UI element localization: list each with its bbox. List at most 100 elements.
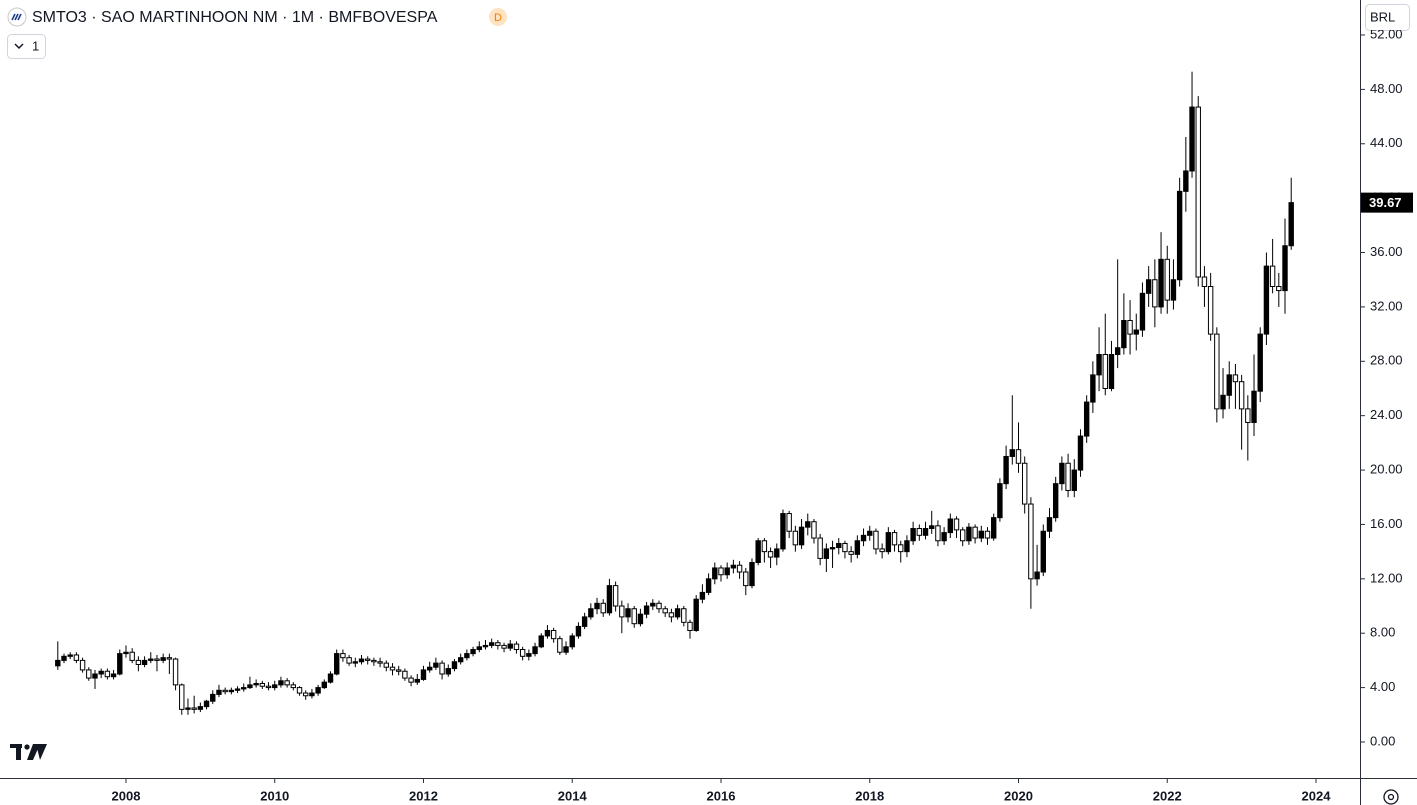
candle-body	[960, 529, 966, 542]
candle-body	[135, 659, 142, 665]
candle-body	[1288, 202, 1294, 247]
candle-body	[736, 564, 743, 573]
candle-body	[464, 653, 470, 659]
y-tick-label: 48.00	[1370, 81, 1403, 96]
candle-body	[253, 683, 259, 686]
candle-body	[693, 598, 699, 631]
candle-body	[836, 542, 842, 549]
x-tick-label: 2016	[707, 788, 736, 803]
candle-body	[389, 666, 396, 671]
candle-body	[67, 654, 73, 657]
candle-body	[98, 670, 104, 675]
candle-body	[674, 608, 681, 618]
candle-body	[327, 673, 334, 683]
candle-body	[656, 602, 662, 610]
x-tick-label: 2012	[409, 788, 438, 803]
y-tick-label: 16.00	[1370, 516, 1403, 531]
candle-body	[755, 540, 761, 564]
candle-body	[241, 687, 247, 690]
y-tick-label: 24.00	[1370, 407, 1403, 422]
interval-menu[interactable]	[7, 34, 46, 59]
candle-body	[501, 644, 507, 649]
candle-body	[1226, 374, 1232, 396]
candle-body	[123, 651, 129, 655]
candle-body	[495, 642, 501, 646]
candle-body	[247, 684, 253, 689]
x-tick-label: 2022	[1153, 788, 1182, 803]
candle-body	[650, 602, 656, 607]
candle-body	[606, 585, 613, 614]
candle-body	[191, 707, 197, 710]
candle-body	[829, 547, 836, 550]
candle-body	[1176, 190, 1183, 281]
candle-body	[817, 537, 823, 559]
candle-body	[705, 578, 712, 593]
candle-body	[662, 608, 668, 614]
candle-body	[780, 513, 786, 550]
y-tick-label: 20.00	[1370, 461, 1403, 476]
candle-body	[929, 525, 935, 530]
candle-body	[1046, 517, 1053, 532]
y-tick-label: 8.00	[1370, 625, 1395, 640]
candle-body	[154, 658, 160, 661]
candle-body	[1003, 455, 1009, 485]
candle-body	[420, 669, 427, 680]
candle-body	[117, 653, 123, 675]
candle-body	[222, 689, 228, 693]
candle-body	[550, 629, 557, 640]
candle-body	[296, 687, 303, 694]
candle-body	[1114, 347, 1121, 355]
candle-body	[160, 657, 166, 661]
candle-body	[104, 670, 111, 678]
settings-icon[interactable]	[1383, 789, 1399, 805]
candle-body	[1201, 276, 1208, 288]
candle-body	[619, 605, 625, 618]
candle-body	[581, 616, 588, 627]
candle-body	[885, 532, 892, 553]
candle-body	[867, 530, 873, 536]
currency-button[interactable]	[1365, 4, 1410, 31]
candle-body	[1121, 320, 1127, 349]
candle-body	[792, 530, 799, 546]
candle-body	[991, 517, 997, 539]
candle-body	[774, 548, 780, 558]
candle-body	[92, 673, 98, 679]
candle-body	[519, 649, 526, 657]
candle-body	[1028, 503, 1034, 580]
candle-body	[526, 653, 532, 657]
candle-body	[997, 483, 1003, 519]
candle-body	[1220, 394, 1226, 410]
candle-body	[823, 548, 830, 559]
price-axis: 0.00 4.00 8.00 12.00 16.00 20.00 24.00 28.00 32.…	[1361, 26, 1403, 748]
candle-body	[1015, 449, 1022, 464]
candle-body	[1195, 106, 1201, 278]
candle-body	[73, 654, 80, 661]
candle-body	[482, 644, 489, 648]
candle-body	[600, 602, 606, 614]
currency-text: BRL	[1370, 9, 1395, 24]
candle-body	[966, 526, 972, 542]
y-tick-label: 52.00	[1370, 26, 1403, 41]
candle-body	[873, 530, 879, 550]
candle-body	[234, 688, 241, 691]
candle-body	[1040, 530, 1046, 573]
y-tick-label: 0.00	[1370, 733, 1395, 748]
candle-body	[922, 528, 929, 536]
candle-body	[1164, 258, 1170, 301]
candle-body	[643, 605, 650, 615]
candle-body	[315, 687, 321, 694]
interval-text: 1	[32, 38, 39, 53]
candle-body	[860, 534, 867, 542]
badge	[489, 8, 507, 26]
candle-body	[334, 653, 340, 675]
candle-body	[1251, 390, 1257, 423]
candle-body	[612, 585, 619, 607]
candle-body	[476, 646, 482, 651]
candle-body	[953, 518, 960, 531]
symbol-logo	[7, 7, 27, 27]
candle-body	[265, 685, 272, 689]
candle-body	[445, 668, 451, 675]
candle-body	[935, 525, 941, 542]
candle-body	[346, 657, 352, 664]
